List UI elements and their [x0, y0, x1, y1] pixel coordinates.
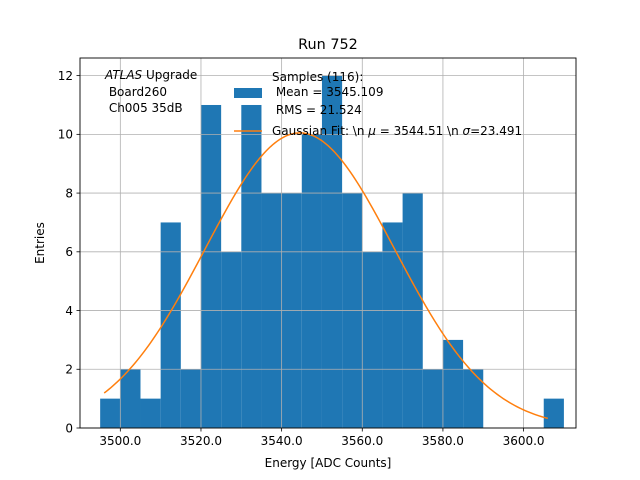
annotation-line-1: ATLAS Upgrade	[104, 68, 197, 82]
legend-fit-mu: μ	[367, 124, 376, 138]
gaussian-fit-curve	[103, 132, 548, 420]
legend-hist-line-1: Samples (116):	[272, 70, 363, 84]
x-tick-label: 3560.0	[341, 434, 383, 448]
histogram-bar	[382, 222, 403, 428]
grid	[80, 58, 576, 429]
y-tick-label: 6	[65, 245, 73, 259]
legend-hist-line-2: Mean = 3545.109	[272, 85, 383, 99]
histogram-bar	[241, 104, 262, 428]
x-tick-label: 3520.0	[180, 434, 222, 448]
y-tick-label: 10	[58, 128, 73, 142]
legend-fit-mid: = 3544.51 \n	[376, 124, 463, 138]
x-tick-label: 3540.0	[261, 434, 303, 448]
chart-title: Run 752	[298, 37, 358, 53]
histogram-bar	[301, 134, 322, 428]
legend-fit-end: =23.491	[470, 124, 522, 138]
legend-fit-sigma: σ	[463, 124, 471, 138]
histogram-bar	[221, 251, 242, 428]
x-axis: 3500.0 3520.0 3540.0 3560.0 3580.0 3600.0	[99, 428, 545, 448]
histogram-bar	[200, 104, 222, 428]
annotation-channel: Ch005 35dB	[105, 101, 183, 115]
atlas-annotation: ATLAS Upgrade Board260 Ch005 35dB	[104, 68, 197, 115]
histogram-bar	[422, 369, 443, 428]
y-tick-label: 12	[58, 69, 73, 83]
y-tick-label: 2	[65, 363, 73, 377]
legend-fit-label: Gaussian Fit: \n μ = 3544.51 \n σ=23.491	[272, 124, 522, 138]
histogram-bar	[543, 398, 564, 428]
legend-hist-line-3: RMS = 21.524	[272, 103, 362, 117]
histogram-bar	[100, 398, 121, 428]
legend: Samples (116): Mean = 3545.109 RMS = 21.…	[234, 70, 522, 138]
legend-hist-patch	[234, 88, 262, 98]
histogram-bar	[160, 222, 181, 428]
annotation-upgrade: Upgrade	[142, 68, 197, 82]
y-tick-label: 0	[65, 421, 73, 435]
x-tick-label: 3500.0	[99, 434, 141, 448]
histogram-bar	[463, 369, 484, 428]
x-axis-label: Energy [ADC Counts]	[265, 456, 392, 470]
y-axis-label: Entries	[33, 222, 47, 264]
y-tick-label: 8	[65, 186, 73, 200]
annotation-atlas: ATLAS	[104, 68, 143, 82]
x-tick-label: 3580.0	[422, 434, 464, 448]
histogram-bar	[442, 339, 464, 428]
histogram-bar	[362, 251, 383, 428]
histogram-bar	[180, 369, 201, 428]
annotation-board: Board260	[105, 85, 167, 99]
histogram-bar	[120, 369, 141, 428]
y-axis: 0 2 4 6 8 10 12	[58, 69, 80, 435]
x-tick-label: 3600.0	[503, 434, 545, 448]
y-tick-label: 4	[65, 304, 73, 318]
histogram-bar	[140, 398, 161, 428]
plot-frame	[79, 57, 577, 429]
legend-fit-prefix: Gaussian Fit: \n	[272, 124, 368, 138]
